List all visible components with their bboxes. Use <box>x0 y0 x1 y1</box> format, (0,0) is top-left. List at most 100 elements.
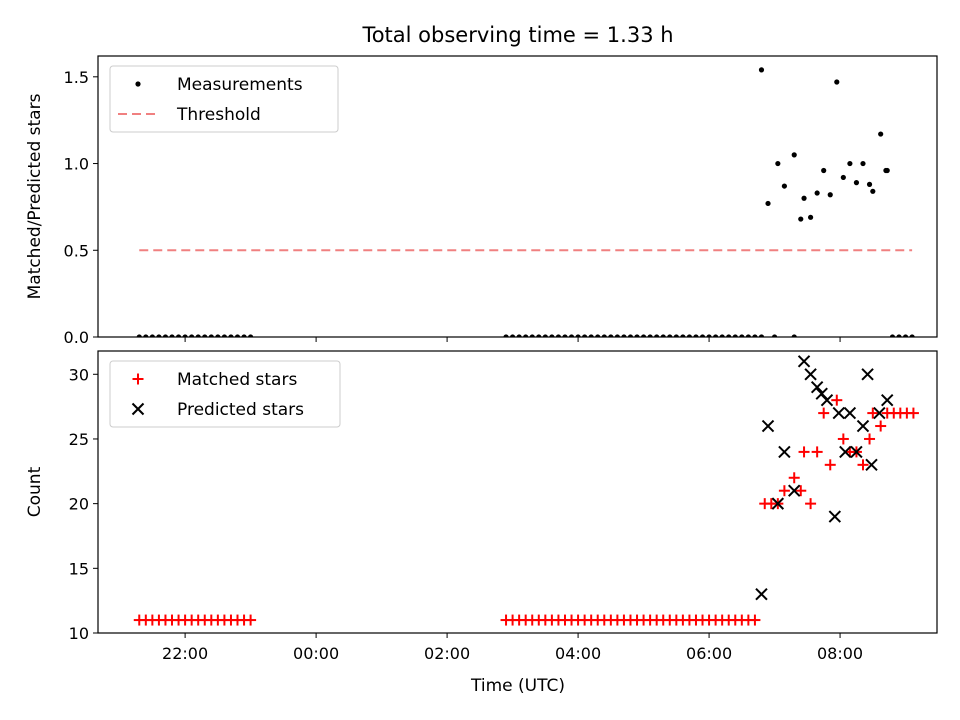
marker-stroke <box>804 368 817 381</box>
matched-star-point <box>867 407 879 419</box>
plot-area <box>136 67 915 337</box>
matched-star-point <box>811 446 823 458</box>
y-tick-label: 1.0 <box>64 155 89 174</box>
matched-star-point <box>749 614 761 626</box>
measurement-point <box>202 334 208 337</box>
measurement-point <box>549 334 555 337</box>
predicted-star-point <box>761 419 775 433</box>
measurement-point <box>739 334 745 337</box>
marker-stroke <box>761 419 775 433</box>
predicted-star-point <box>810 381 824 394</box>
predicted-star-point <box>832 406 845 420</box>
measurement-point <box>840 174 846 181</box>
matched-star-point <box>778 485 790 497</box>
measurement-point <box>765 200 771 207</box>
marker-stroke <box>881 393 894 407</box>
marker-stroke <box>865 458 878 472</box>
matched-star-point <box>824 459 836 471</box>
measurement-point <box>654 334 660 337</box>
legend: Matched stars Predicted stars <box>109 360 341 428</box>
plot-area <box>133 355 919 626</box>
measurement-point <box>169 334 175 337</box>
marker-stroke <box>861 368 874 381</box>
measurement-point <box>847 160 853 167</box>
marker-stroke <box>873 406 886 420</box>
measurement-point <box>771 334 778 337</box>
measurement-point <box>136 334 142 337</box>
predicted-star-point <box>839 445 852 459</box>
matched-star-point <box>245 614 257 626</box>
legend-frame <box>109 65 339 133</box>
y-tick-label: 20 <box>69 495 89 514</box>
measurement-point <box>555 334 562 337</box>
measurement-point <box>719 334 725 337</box>
marker-stroke <box>778 445 791 459</box>
measurement-point <box>143 334 149 337</box>
measurement-point <box>175 334 182 337</box>
measurement-point <box>732 334 738 337</box>
predicted-star-point <box>804 368 817 381</box>
predicted-star-point <box>865 458 878 472</box>
matched-star-point <box>831 394 843 406</box>
measurement-point <box>667 334 673 337</box>
matched-star-point <box>857 459 869 471</box>
predicted-star-point <box>856 419 870 433</box>
measurement-point <box>575 334 581 337</box>
matched-star-point <box>788 472 800 484</box>
measurement-point <box>595 334 601 337</box>
matched-star-point <box>798 446 810 458</box>
measurement-point <box>791 152 797 158</box>
measurement-point <box>686 334 693 337</box>
measurement-point <box>827 192 833 198</box>
measurement-point <box>248 334 254 337</box>
measurement-point <box>156 334 162 337</box>
measurement-point <box>640 334 647 337</box>
y-tick-label: 25 <box>69 430 89 449</box>
y-tick-label: 10 <box>69 624 89 643</box>
measurement-point <box>860 160 866 167</box>
x-tick-label: 00:00 <box>293 644 339 663</box>
measurement-point <box>208 334 214 337</box>
measurement-point <box>752 334 758 337</box>
matched-star-point <box>875 420 887 432</box>
measurement-point <box>621 334 627 337</box>
measurement-point <box>801 195 807 201</box>
measurement-point <box>660 334 666 337</box>
legend-marker <box>135 81 141 87</box>
marker-stroke <box>131 402 145 416</box>
measurement-point <box>189 334 195 337</box>
measurement-point <box>706 334 712 337</box>
measurement-point <box>834 79 840 85</box>
measurement-point <box>889 334 896 337</box>
axes-frame <box>97 350 938 634</box>
x-axis-label: Time (UTC) <box>470 676 565 696</box>
measurement-point <box>627 334 634 337</box>
matched-star-point <box>805 498 817 510</box>
y-tick-label: 15 <box>69 559 89 578</box>
predicted-star-point <box>881 393 894 407</box>
measurement-point <box>503 334 509 337</box>
y-tick-label: 0.5 <box>64 241 89 260</box>
measurement-point <box>509 334 516 337</box>
legend-label: Threshold <box>176 105 261 125</box>
marker-stroke <box>771 497 785 510</box>
legend-label: Measurements <box>177 75 303 95</box>
matched-star-point <box>818 407 830 419</box>
x-tick-label: 22:00 <box>162 644 208 663</box>
marker-stroke <box>788 484 801 497</box>
marker-stroke <box>820 393 834 407</box>
predicted-star-point <box>843 406 857 420</box>
y-axis-label: Matched/Predicted stars <box>25 93 45 299</box>
measurement-point <box>814 190 820 196</box>
predicted-star-point <box>828 510 842 523</box>
measurement-point <box>807 214 814 220</box>
measurement-point <box>726 334 732 337</box>
measurement-point <box>568 334 575 337</box>
measurement-point <box>821 167 827 174</box>
chart-title: Total observing time = 1.33 h <box>361 23 673 47</box>
measurement-point <box>902 334 909 337</box>
measurement-point <box>883 167 889 174</box>
measurement-point <box>775 160 781 167</box>
measurement-point <box>516 334 522 337</box>
